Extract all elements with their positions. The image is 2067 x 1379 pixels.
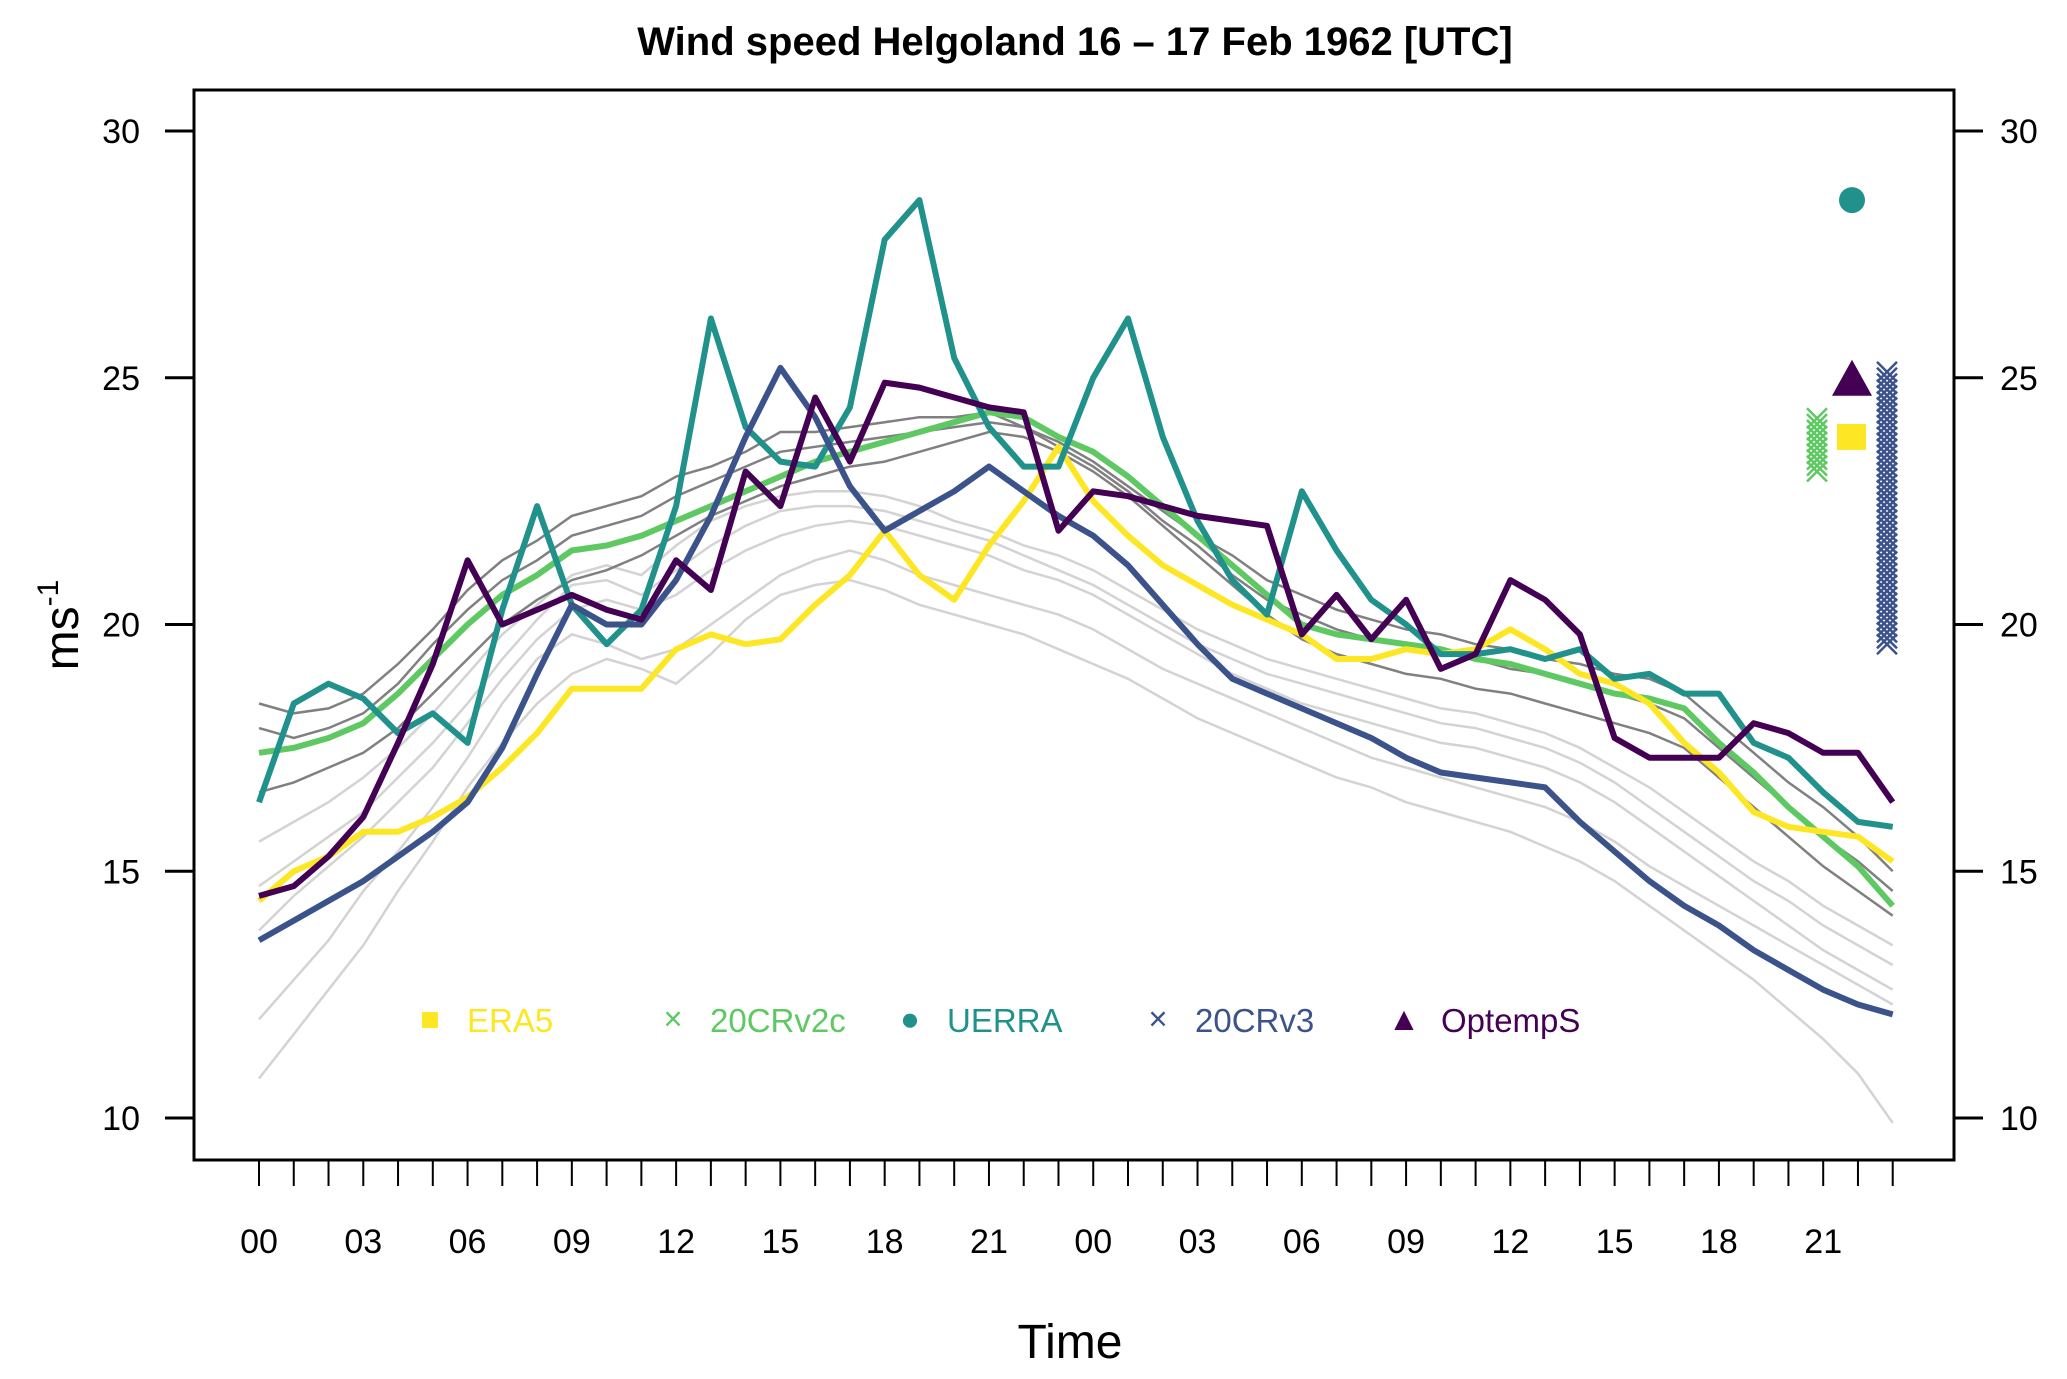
x-tick-label: 12 <box>1491 1223 1529 1261</box>
y-axis-unit: ms <box>36 606 89 670</box>
x-axis-label: Time <box>1018 1316 1123 1369</box>
y-tick-label-right: 30 <box>2000 113 2038 151</box>
legend-label: UERRA <box>947 1002 1063 1039</box>
end-marker-uerra <box>1839 187 1865 214</box>
end-markers-group <box>1806 187 1898 656</box>
y-tick-label-left: 30 <box>102 113 140 151</box>
y-tick-label-right: 20 <box>2000 607 2038 645</box>
x-tick-label: 18 <box>866 1223 904 1261</box>
ensemble-20crv3-member-line <box>258 549 1894 1021</box>
x-tick-label: 06 <box>449 1223 487 1261</box>
x-tick-label: 09 <box>553 1223 591 1261</box>
ensemble-20crv3-member-line <box>258 578 1894 1124</box>
y-tick-label-right: 25 <box>2000 360 2038 398</box>
x-axis: 00 03 06 09 12 15 18 21 00 03 06 09 12 15 18 21 <box>240 1160 1894 1261</box>
x-tick-label: 03 <box>344 1223 382 1261</box>
legend-item-20crv2c: × 20CRv2c <box>663 1000 845 1039</box>
legend-symbol-icon: ■ <box>420 1000 440 1037</box>
x-tick-label: 12 <box>657 1223 695 1261</box>
legend-item-uerra: ● UERRA <box>900 1000 1063 1039</box>
x-tick-label: 00 <box>1074 1223 1112 1261</box>
ensemble-20crv2c-member-line <box>258 430 1894 917</box>
end-marker-era5 <box>1837 423 1866 450</box>
y-axis-label-group: ms-1 <box>32 580 89 671</box>
series-line-optemps <box>258 379 1896 899</box>
end-marker-20crv2c <box>1806 413 1828 436</box>
ensemble-20crv3-member-line <box>258 504 1894 967</box>
plot-frame <box>192 88 1956 1162</box>
ensemble-20crv2c-group <box>258 411 1894 917</box>
x-tick-label: 03 <box>1179 1223 1217 1261</box>
x-tick-label: 18 <box>1700 1223 1738 1261</box>
end-marker-20crv2c <box>1806 407 1828 430</box>
ensemble-20crv2c-member-line <box>258 411 1894 873</box>
legend-label: 20CRv2c <box>710 1002 846 1039</box>
y-tick-label-left: 20 <box>102 607 140 645</box>
ensemble-20crv3-member-line <box>258 519 1894 991</box>
legend-label: OptempS <box>1441 1002 1580 1039</box>
y-tick-label-right: 10 <box>2000 1100 2038 1138</box>
x-tick-label: 09 <box>1387 1223 1425 1261</box>
y-axis-unit-exponent: -1 <box>32 580 65 607</box>
legend-item-era5: ■ ERA5 <box>420 1000 553 1039</box>
x-tick-label: 06 <box>1283 1223 1321 1261</box>
legend: ■ ERA5 × 20CRv2c ● UERRA × 20CRv3 ▲ OptempS <box>420 1000 1580 1039</box>
x-tick-label: 21 <box>1804 1223 1842 1261</box>
legend-label: ERA5 <box>467 1002 553 1039</box>
y-tick-label-left: 25 <box>102 360 140 398</box>
y-tick-label-left: 10 <box>102 1100 140 1138</box>
legend-item-20crv3: × 20CRv3 <box>1148 1000 1314 1039</box>
series-line-20crv2c <box>258 409 1895 908</box>
legend-symbol-icon: ▲ <box>1388 1000 1421 1037</box>
legend-symbol-icon: × <box>1148 1000 1167 1037</box>
y-axis-right: 10 15 20 25 30 <box>1954 113 2038 1138</box>
legend-symbol-icon: ● <box>900 1000 920 1037</box>
x-tick-label: 15 <box>1596 1223 1634 1261</box>
end-marker-20crv3 <box>1876 366 1898 389</box>
end-marker-20crv3 <box>1876 360 1898 383</box>
series-line-era5 <box>257 443 1895 904</box>
x-tick-label: 21 <box>970 1223 1008 1261</box>
series-line-20crv3 <box>257 364 1894 1018</box>
end-marker-optemps <box>1832 359 1872 396</box>
series-line-uerra <box>256 197 1894 830</box>
legend-label: 20CRv3 <box>1195 1002 1314 1039</box>
y-axis-left: 10 15 20 25 30 <box>102 113 194 1138</box>
x-tick-label: 00 <box>240 1223 278 1261</box>
chart-title: Wind speed Helgoland 16 – 17 Feb 1962 [U… <box>637 20 1512 64</box>
series-group <box>256 197 1896 1018</box>
y-tick-label-right: 15 <box>2000 853 2038 891</box>
y-tick-label-left: 15 <box>102 853 140 891</box>
legend-item-optemps: ▲ OptempS <box>1388 1000 1581 1039</box>
x-tick-label: 15 <box>761 1223 799 1261</box>
legend-symbol-icon: × <box>663 1000 682 1037</box>
y-axis-label: ms-1 <box>32 580 89 671</box>
